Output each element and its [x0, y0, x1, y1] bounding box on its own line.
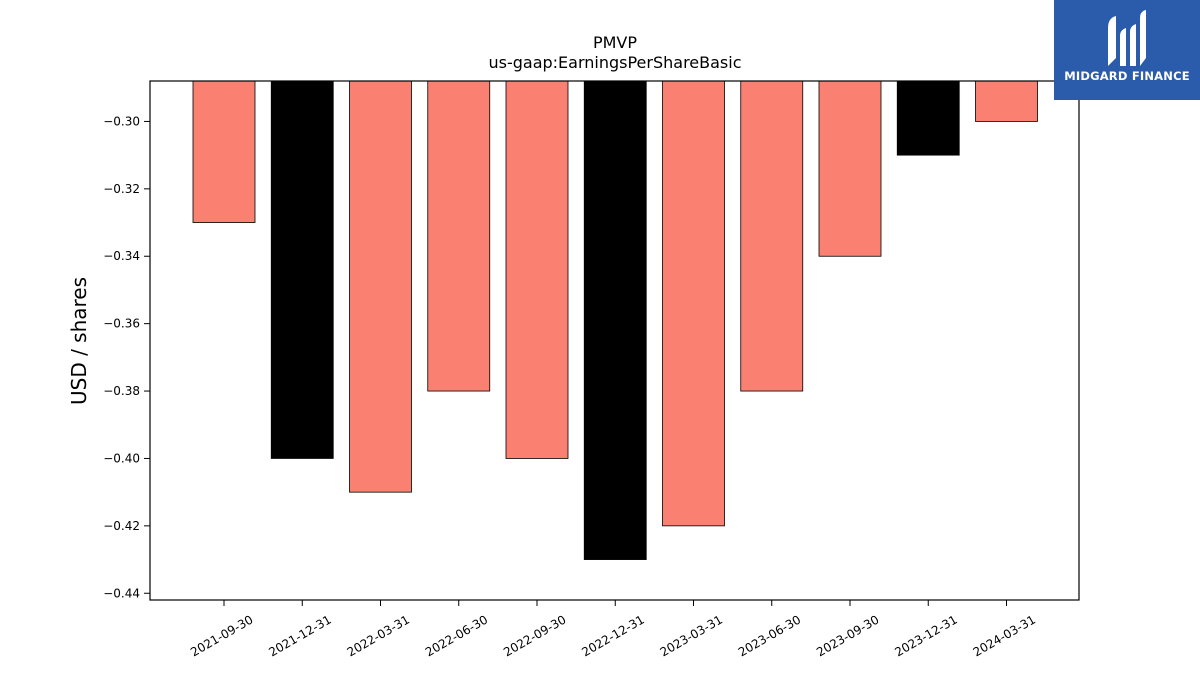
x-tick-label: 2021-09-30 — [188, 612, 255, 659]
bar-2021-12-31 — [270, 80, 334, 459]
x-tick-label: 2022-06-30 — [423, 612, 490, 659]
y-axis-label: USD / shares — [67, 277, 91, 405]
x-tick-label: 2022-12-31 — [579, 612, 646, 659]
x-tick-label: 2024-03-31 — [971, 612, 1038, 659]
bar-2021-09-30 — [192, 80, 256, 223]
bar-2023-06-30 — [740, 80, 804, 392]
bar-2023-03-31 — [662, 80, 725, 527]
y-tick-label: −0.40 — [103, 451, 140, 465]
x-tick-label: 2021-12-31 — [266, 612, 333, 659]
bar-2022-12-31 — [583, 80, 647, 560]
bar-2022-03-31 — [349, 80, 412, 493]
bar-2023-09-30 — [818, 80, 882, 257]
x-tick-label: 2023-06-30 — [736, 612, 803, 659]
chart-subtitle: us-gaap:EarningsPerShareBasic — [488, 53, 741, 72]
y-tick-label: −0.44 — [103, 586, 140, 600]
y-tick-label: −0.38 — [103, 384, 140, 398]
y-tick-label: −0.34 — [103, 249, 140, 263]
x-axis-ticks: 2021-09-30 2021-12-31 2022-03-31 2022-06-30… — [188, 600, 1038, 659]
x-tick-label: 2022-03-31 — [345, 612, 412, 659]
chart-title: PMVP — [593, 33, 637, 52]
bar-2022-06-30 — [427, 80, 491, 392]
bar-2024-03-31 — [975, 80, 1038, 122]
brand-logo-text: MIDGARD FINANCE — [1064, 69, 1190, 83]
x-tick-label: 2023-03-31 — [658, 612, 725, 659]
bars-group — [192, 80, 1038, 560]
x-tick-label: 2023-12-31 — [892, 612, 959, 659]
y-tick-label: −0.32 — [103, 182, 140, 196]
y-tick-label: −0.36 — [103, 317, 140, 331]
x-tick-label: 2022-09-30 — [501, 612, 568, 659]
brand-logo: MIDGARD FINANCE — [1054, 0, 1200, 100]
y-axis-ticks: −0.30 −0.32 −0.34 −0.36 −0.38 −0.40 −0.42 −0.44 — [103, 114, 150, 600]
midgard-logo-icon — [1108, 10, 1146, 66]
plot-frame — [149, 80, 1080, 601]
bar-2023-12-31 — [896, 80, 960, 156]
bar-2022-09-30 — [505, 80, 569, 459]
x-tick-label: 2023-09-30 — [814, 612, 881, 659]
y-tick-label: −0.30 — [103, 114, 140, 128]
y-tick-label: −0.42 — [103, 519, 140, 533]
